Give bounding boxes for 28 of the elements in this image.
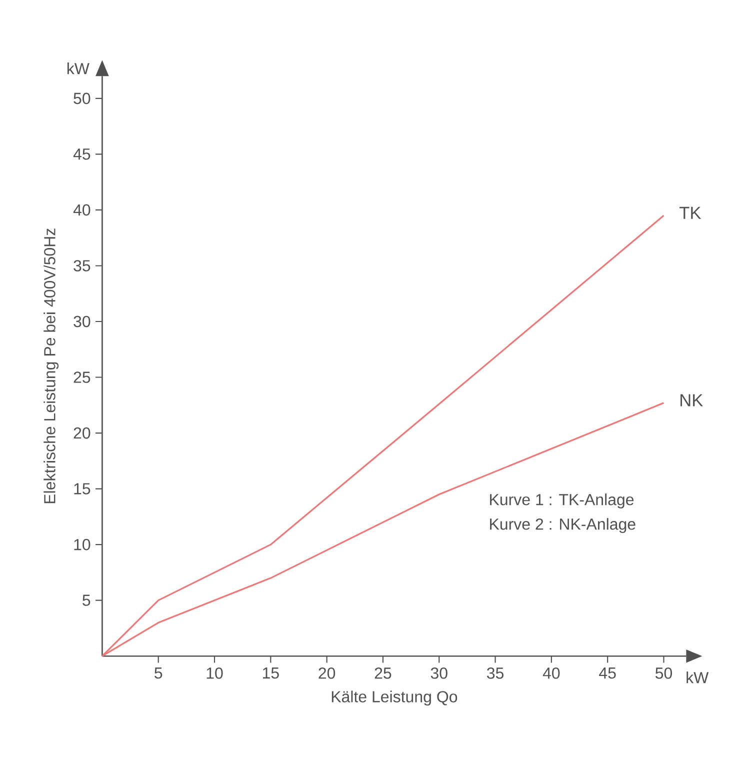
y-tick-label: 50 [74,92,90,104]
y-tick-label: 15 [74,483,90,494]
x-tick-label: 5 [154,668,162,679]
y-axis-title: Elektrische Leistung Pe bei 400V/50Hz [44,228,59,504]
x-tick-label: 30 [430,667,448,679]
x-tick-label: 15 [262,668,279,679]
text: kW [686,672,709,684]
x-tick-label: 20 [318,667,336,679]
y-tick-label: 5 [82,594,90,606]
annotation: Kurve 2 : NK-Anlage [490,518,636,533]
series-label: TK [680,206,702,219]
y-tick-label: 10 [74,538,90,550]
x-tick-label: 45 [599,668,616,679]
y-tick-label: 20 [74,427,90,439]
x-tick-label: 10 [206,667,223,679]
y-tick-label: 30 [74,316,90,328]
text: kW [67,62,90,74]
x-tick-label: 40 [542,667,560,679]
y-tick-label: 25 [74,372,90,383]
annotation: Kurve 1 : TK-Anlage [490,494,634,508]
y-tick-label: 45 [73,148,90,160]
series-label: NK [680,394,703,406]
y-tick-label: 35 [74,260,90,272]
x-tick-label: 35 [486,667,504,679]
x-axis-title: Kälte Leistung Qo [332,690,458,706]
y-tick-label: 40 [73,204,90,216]
x-tick-label: 50 [655,667,672,679]
x-tick-label: 25 [374,667,392,679]
